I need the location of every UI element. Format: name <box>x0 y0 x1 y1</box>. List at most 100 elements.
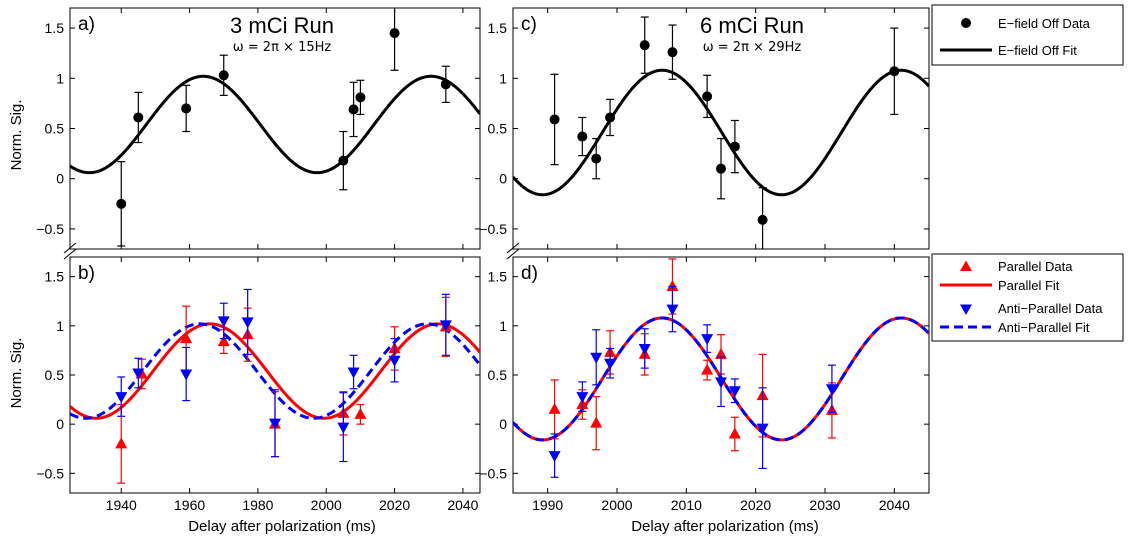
data-point <box>389 8 400 71</box>
ytick-label: 1 <box>499 70 507 86</box>
marker-triangle-down <box>604 358 617 370</box>
marker-triangle-down <box>217 316 230 328</box>
ytick-label: 1.5 <box>488 269 508 285</box>
marker-triangle-down <box>337 422 350 434</box>
ytick-label: 0.5 <box>488 367 508 383</box>
data-point <box>728 378 741 404</box>
data-point <box>181 84 192 133</box>
legend-antiparallel-data-marker <box>960 304 972 315</box>
data-point <box>241 288 254 355</box>
data-point <box>115 376 128 417</box>
fit-curve <box>513 68 929 197</box>
marker-circle <box>348 104 359 115</box>
xtick-label: 2010 <box>671 497 702 513</box>
marker-triangle-up <box>548 402 561 414</box>
marker-triangle-down <box>638 343 651 355</box>
legend-top-fit-label: E−field Off Fit <box>998 43 1077 58</box>
marker-circle <box>702 91 713 102</box>
fit-curve <box>70 74 480 175</box>
marker-circle <box>181 103 192 114</box>
legend-bottom: Parallel Data Parallel Fit Anti−Parallel… <box>931 253 1124 342</box>
panel-label: c) <box>521 14 537 35</box>
data-point <box>548 433 561 478</box>
ytick-label: 0.5 <box>45 367 65 383</box>
ytick-label: −0.5 <box>36 221 64 237</box>
marker-triangle-down <box>241 317 254 329</box>
legend-top-data-marker <box>961 18 971 28</box>
legend-top-data-label: E−field Off Data <box>998 16 1091 31</box>
data-point <box>116 161 127 247</box>
legend-parallel-data-marker <box>960 260 972 271</box>
panel-c: −0.5 0 0.5 1 1.5 c) 6 mCi Run ω = 2π × 29Hz <box>479 7 930 250</box>
data-point <box>757 187 768 249</box>
marker-circle <box>440 79 451 90</box>
xtick-label: 2040 <box>879 497 910 513</box>
data-point <box>728 416 741 452</box>
data-point <box>133 91 144 144</box>
xtick-label: 2000 <box>601 497 632 513</box>
marker-circle <box>667 47 678 58</box>
data-point <box>825 364 838 413</box>
data-point <box>667 24 678 80</box>
data-point <box>549 73 560 166</box>
legend-top: E−field Off Data E−field Off Fit <box>931 4 1124 66</box>
run-title: 6 mCi Run <box>700 13 804 38</box>
marker-triangle-up <box>728 427 741 439</box>
xtick-label: 2020 <box>740 497 771 513</box>
marker-triangle-down <box>269 418 281 430</box>
data-point <box>590 329 603 386</box>
ytick-label: 1.5 <box>45 20 65 36</box>
marker-circle <box>729 141 740 152</box>
legend-antiparallel-data-label: Anti−Parallel Data <box>998 301 1103 316</box>
data-point <box>269 389 281 458</box>
marker-circle <box>389 28 400 39</box>
marker-circle <box>716 163 726 174</box>
ytick-label: 0 <box>499 171 507 187</box>
xtick-label: 2040 <box>447 497 478 513</box>
ytick-label: 1 <box>499 318 507 334</box>
data-point <box>638 328 651 369</box>
marker-triangle-down <box>548 451 561 463</box>
data-point <box>132 357 145 389</box>
legend-parallel-fit-label: Parallel Fit <box>998 278 1060 293</box>
xlabel-right: Delay after polarization (ms) <box>631 518 819 535</box>
marker-triangle-up <box>354 407 367 419</box>
ytick-label: 1 <box>56 70 64 86</box>
xtick-label: 2020 <box>379 497 410 513</box>
xtick-label: 1960 <box>174 497 205 513</box>
marker-circle <box>116 198 127 209</box>
ytick-label: 1 <box>56 318 64 334</box>
marker-triangle-up <box>217 335 230 347</box>
marker-circle <box>218 70 229 81</box>
data-point <box>347 354 360 390</box>
marker-triangle-down <box>576 392 589 404</box>
frequency-label: ω = 2π × 29Hz <box>703 40 802 55</box>
marker-triangle-down <box>132 368 145 380</box>
data-point <box>702 74 713 119</box>
marker-triangle-down <box>756 423 769 435</box>
marker-circle <box>355 92 366 103</box>
data-point <box>355 79 366 116</box>
xtick-label: 2000 <box>311 497 342 513</box>
xtick-label: 2030 <box>809 497 840 513</box>
ytick-label: 0.5 <box>488 121 508 137</box>
legend-antiparallel-fit-label: Anti−Parallel Fit <box>998 320 1090 335</box>
marker-triangle-up <box>590 416 603 428</box>
marker-circle <box>889 66 900 77</box>
ytick-label: 1.5 <box>45 269 65 285</box>
frequency-label: ω = 2π × 15Hz <box>233 40 332 55</box>
data-point <box>388 338 401 383</box>
data-point <box>338 130 349 191</box>
marker-circle <box>133 112 144 123</box>
marker-circle <box>549 114 560 125</box>
data-point <box>756 387 769 470</box>
ylabel-bottom: Norm. Sig. <box>8 338 25 409</box>
panel-label: a) <box>78 14 95 35</box>
marker-triangle-down <box>728 386 741 398</box>
data-point <box>889 27 900 116</box>
ytick-label: 1.5 <box>488 20 508 36</box>
marker-triangle-up <box>115 437 128 449</box>
marker-triangle-up <box>715 347 727 359</box>
marker-triangle-down <box>115 392 128 404</box>
